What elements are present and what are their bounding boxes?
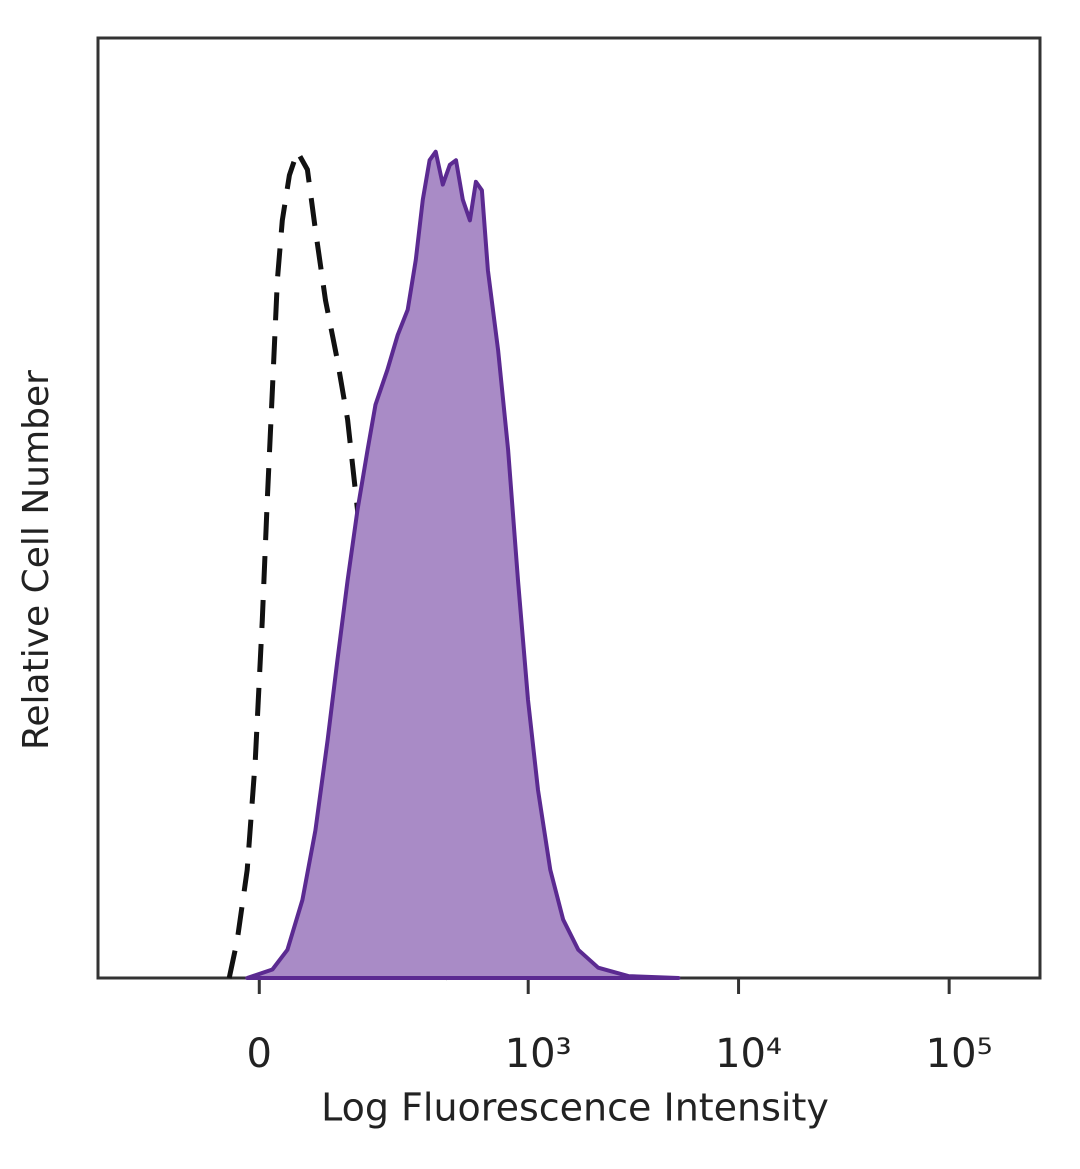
x-tick-label: 10⁴ [715,1031,782,1077]
histogram-line [226,145,450,981]
x-tick-label: 0 [247,1031,272,1077]
x-tick-label: 10⁵ [926,1031,993,1077]
plot-frame [96,36,1042,980]
x-tick-label: 10³ [505,1031,572,1077]
histogram-area [245,149,681,980]
x-axis-label: Log Fluorescence Intensity [321,1086,829,1130]
y-axis-label: Relative Cell Number [16,370,57,750]
